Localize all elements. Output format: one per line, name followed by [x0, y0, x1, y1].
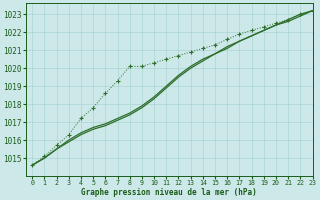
X-axis label: Graphe pression niveau de la mer (hPa): Graphe pression niveau de la mer (hPa)	[82, 188, 257, 197]
